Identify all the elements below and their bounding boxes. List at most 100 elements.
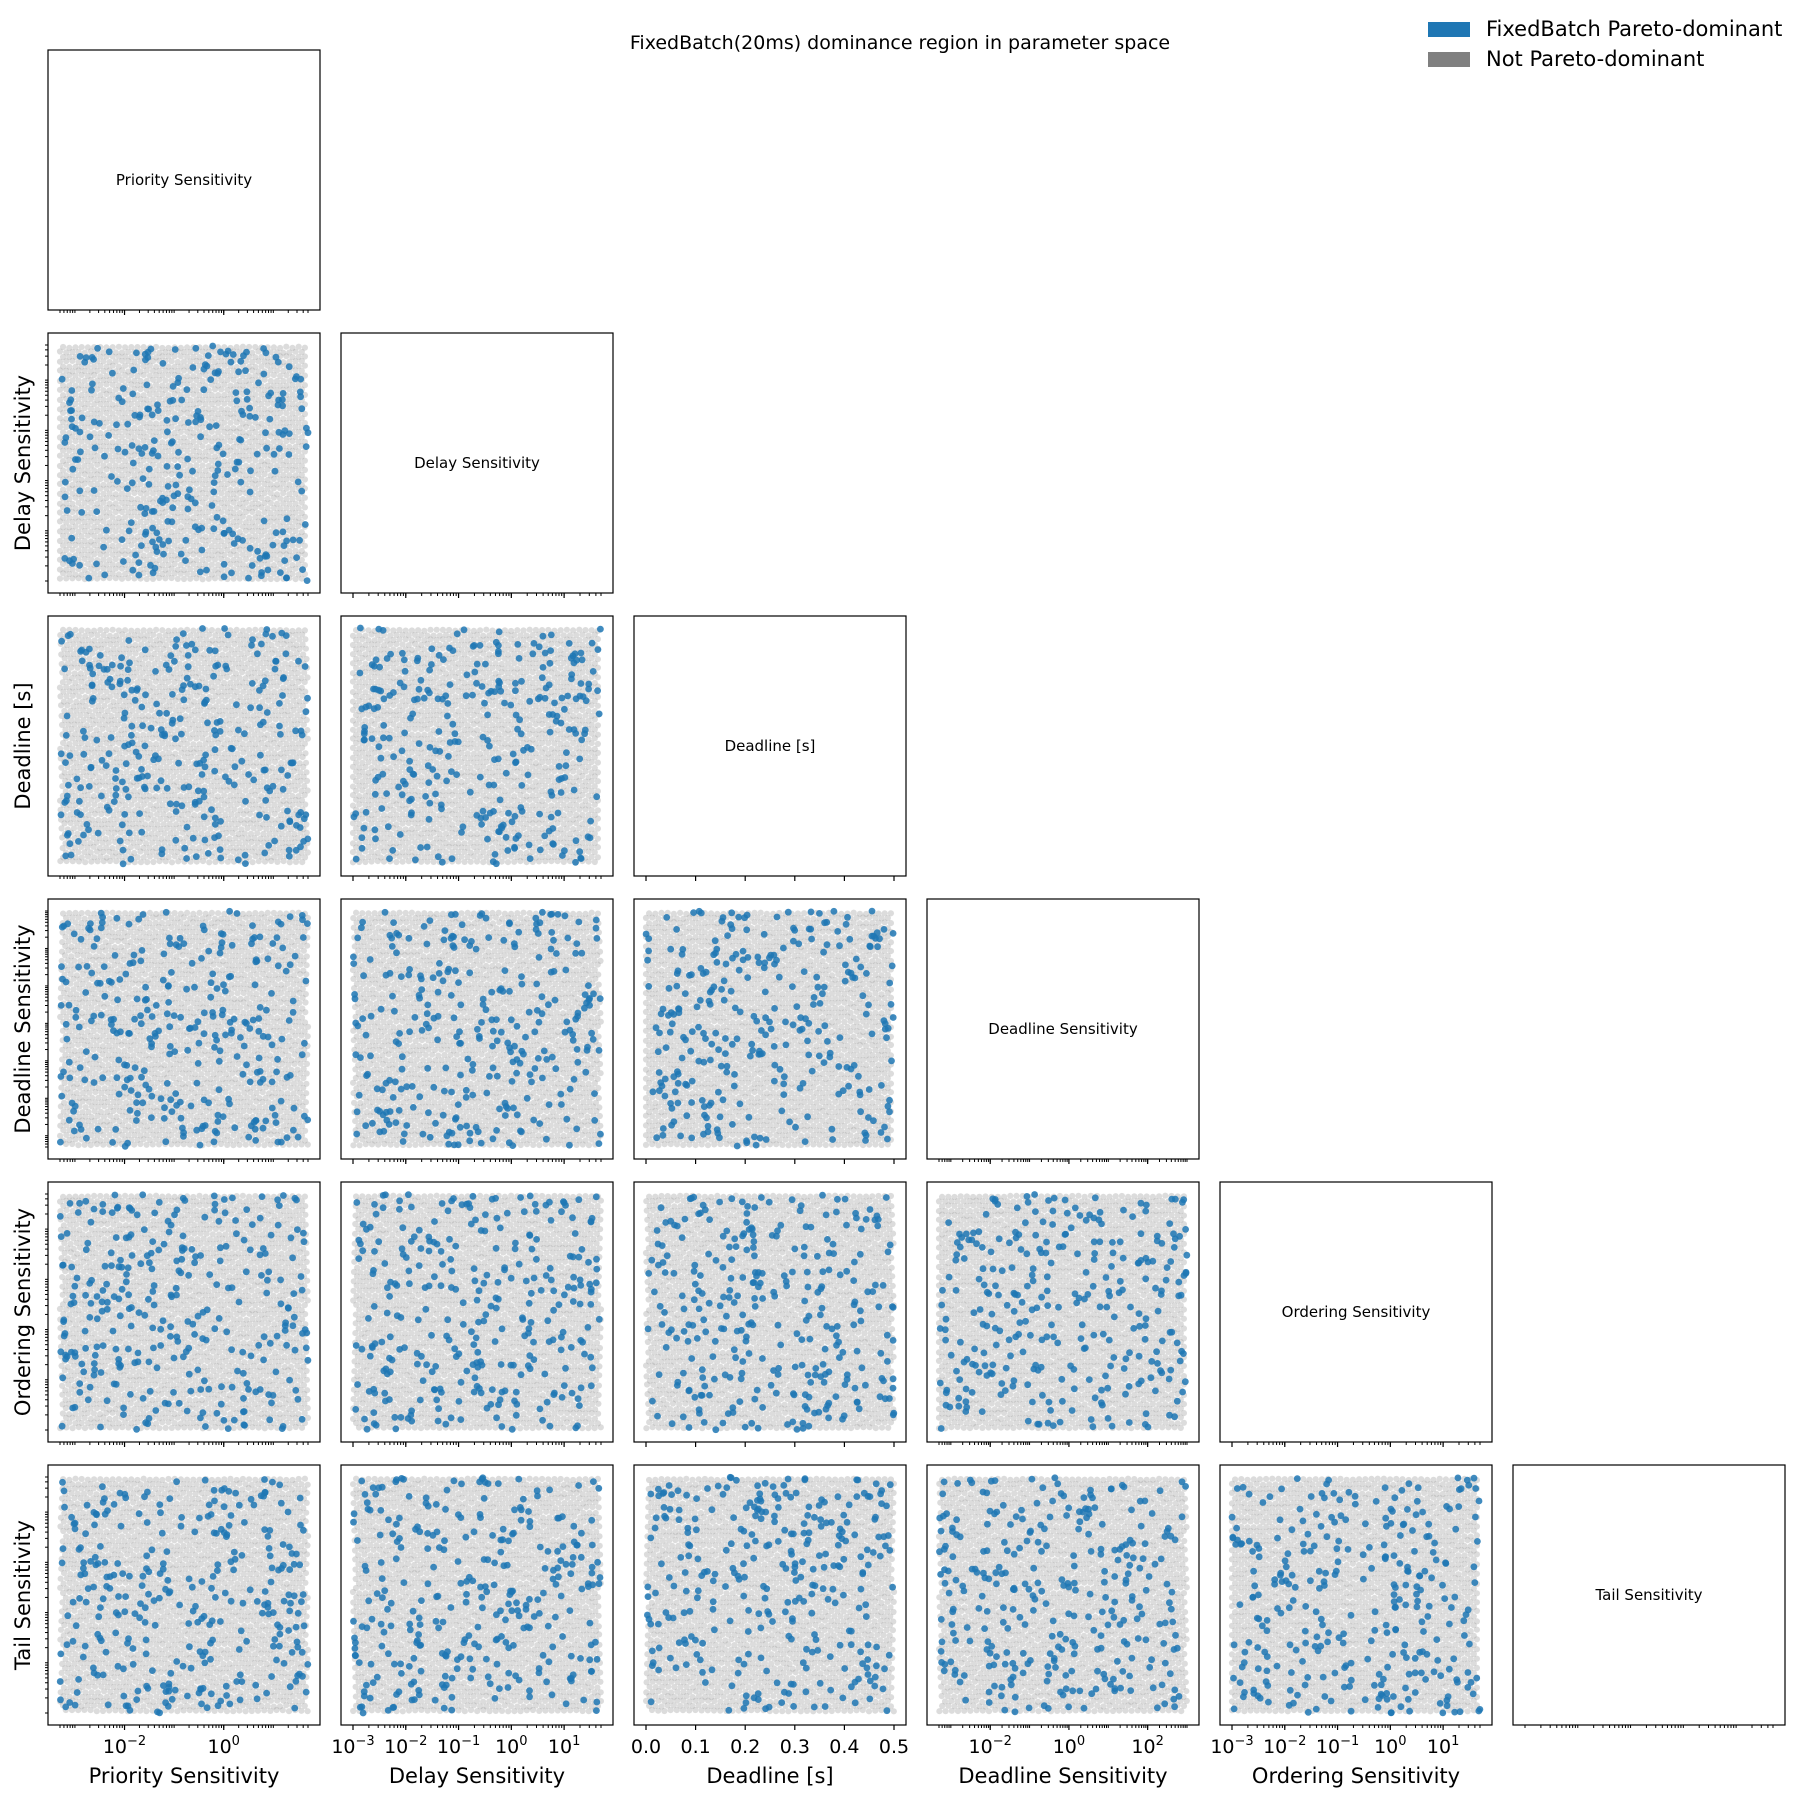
- point-not-dominant: [242, 377, 250, 385]
- point-not-dominant: [168, 859, 176, 866]
- point-dominant: [256, 704, 263, 712]
- point-not-dominant: [146, 372, 153, 379]
- point-not-dominant: [258, 353, 265, 360]
- point-dominant: [246, 488, 254, 496]
- point-dominant: [126, 659, 133, 667]
- point-not-dominant: [63, 386, 70, 393]
- point-dominant: [262, 797, 270, 804]
- point-dominant: [57, 750, 65, 758]
- point-not-dominant: [122, 344, 129, 351]
- point-not-dominant: [211, 348, 219, 355]
- point-dominant: [149, 524, 157, 532]
- point-dominant: [196, 568, 204, 576]
- point-not-dominant: [283, 551, 290, 558]
- point-dominant: [302, 811, 310, 819]
- point-dominant: [241, 730, 248, 738]
- point-not-dominant: [118, 565, 126, 572]
- point-dominant: [138, 828, 146, 836]
- point-not-dominant: [176, 721, 183, 728]
- point-not-dominant: [280, 349, 287, 356]
- point-not-dominant: [286, 859, 293, 866]
- point-not-dominant: [227, 372, 234, 379]
- point-not-dominant: [359, 636, 366, 643]
- point-not-dominant: [115, 363, 122, 370]
- point-not-dominant: [236, 377, 243, 385]
- point-not-dominant: [179, 655, 186, 662]
- point-not-dominant: [252, 457, 259, 464]
- point-dominant: [183, 855, 191, 862]
- point-not-dominant: [270, 382, 277, 389]
- point-not-dominant: [295, 353, 302, 360]
- point-not-dominant: [140, 363, 147, 370]
- point-not-dominant: [208, 843, 215, 851]
- point-dominant: [88, 697, 96, 705]
- point-not-dominant: [187, 377, 194, 384]
- point-not-dominant: [174, 575, 181, 583]
- point-not-dominant: [187, 575, 194, 582]
- point-dominant: [209, 342, 217, 350]
- point-dominant: [61, 478, 69, 486]
- point-dominant: [182, 536, 190, 544]
- point-not-dominant: [301, 679, 308, 686]
- panel-priority-sensitivity-vs-priority-sensitivity: Priority Sensitivity: [47, 49, 321, 315]
- y-axis-label: Delay Sensitivity: [11, 375, 35, 551]
- point-not-dominant: [267, 575, 274, 583]
- point-dominant: [114, 445, 122, 453]
- point-dominant: [236, 436, 243, 443]
- point-dominant: [124, 676, 131, 684]
- point-not-dominant: [56, 575, 64, 582]
- point-not-dominant: [159, 353, 166, 360]
- point-not-dominant: [78, 382, 85, 389]
- point-not-dominant: [97, 551, 104, 558]
- point-dominant: [227, 358, 235, 366]
- point-dominant: [208, 806, 215, 814]
- point-not-dominant: [242, 358, 250, 365]
- point-dominant: [179, 630, 187, 637]
- point-dominant: [57, 811, 65, 819]
- point-dominant: [168, 719, 176, 727]
- point-dominant: [212, 662, 220, 670]
- point-not-dominant: [204, 820, 211, 827]
- point-not-dominant: [246, 810, 254, 818]
- point-dominant: [64, 831, 71, 839]
- point-not-dominant: [193, 387, 200, 394]
- point-not-dominant: [289, 344, 296, 351]
- point-not-dominant: [187, 348, 194, 355]
- point-not-dominant: [205, 387, 212, 394]
- point-not-dominant: [168, 358, 175, 365]
- point-not-dominant: [165, 372, 172, 379]
- point-dominant: [164, 483, 172, 490]
- point-not-dominant: [103, 381, 110, 388]
- point-not-dominant: [221, 372, 228, 379]
- point-dominant: [96, 420, 103, 427]
- point-not-dominant: [81, 386, 88, 393]
- point-dominant: [231, 763, 239, 771]
- point-not-dominant: [206, 859, 213, 866]
- point-not-dominant: [171, 456, 178, 464]
- point-not-dominant: [60, 392, 67, 399]
- point-not-dominant: [122, 749, 129, 756]
- point-dominant: [303, 577, 311, 584]
- point-dominant: [120, 558, 127, 565]
- point-not-dominant: [66, 382, 73, 389]
- point-not-dominant: [270, 475, 277, 482]
- point-not-dominant: [286, 386, 293, 393]
- point-dominant: [112, 785, 120, 792]
- point-not-dominant: [168, 574, 175, 582]
- point-not-dominant: [74, 664, 81, 671]
- point-dominant: [129, 566, 137, 574]
- point-not-dominant: [177, 344, 184, 351]
- point-dominant: [175, 448, 182, 456]
- point-not-dominant: [292, 735, 299, 742]
- point-not-dominant: [156, 349, 163, 356]
- point-dominant: [138, 766, 145, 773]
- point-not-dominant: [174, 387, 181, 394]
- point-not-dominant: [58, 825, 65, 832]
- point-not-dominant: [298, 357, 305, 365]
- point-not-dominant: [255, 358, 262, 365]
- point-dominant: [279, 692, 286, 699]
- point-not-dominant: [118, 377, 126, 384]
- point-dominant: [94, 829, 102, 837]
- point-dominant: [201, 361, 209, 369]
- point-not-dominant: [295, 801, 303, 808]
